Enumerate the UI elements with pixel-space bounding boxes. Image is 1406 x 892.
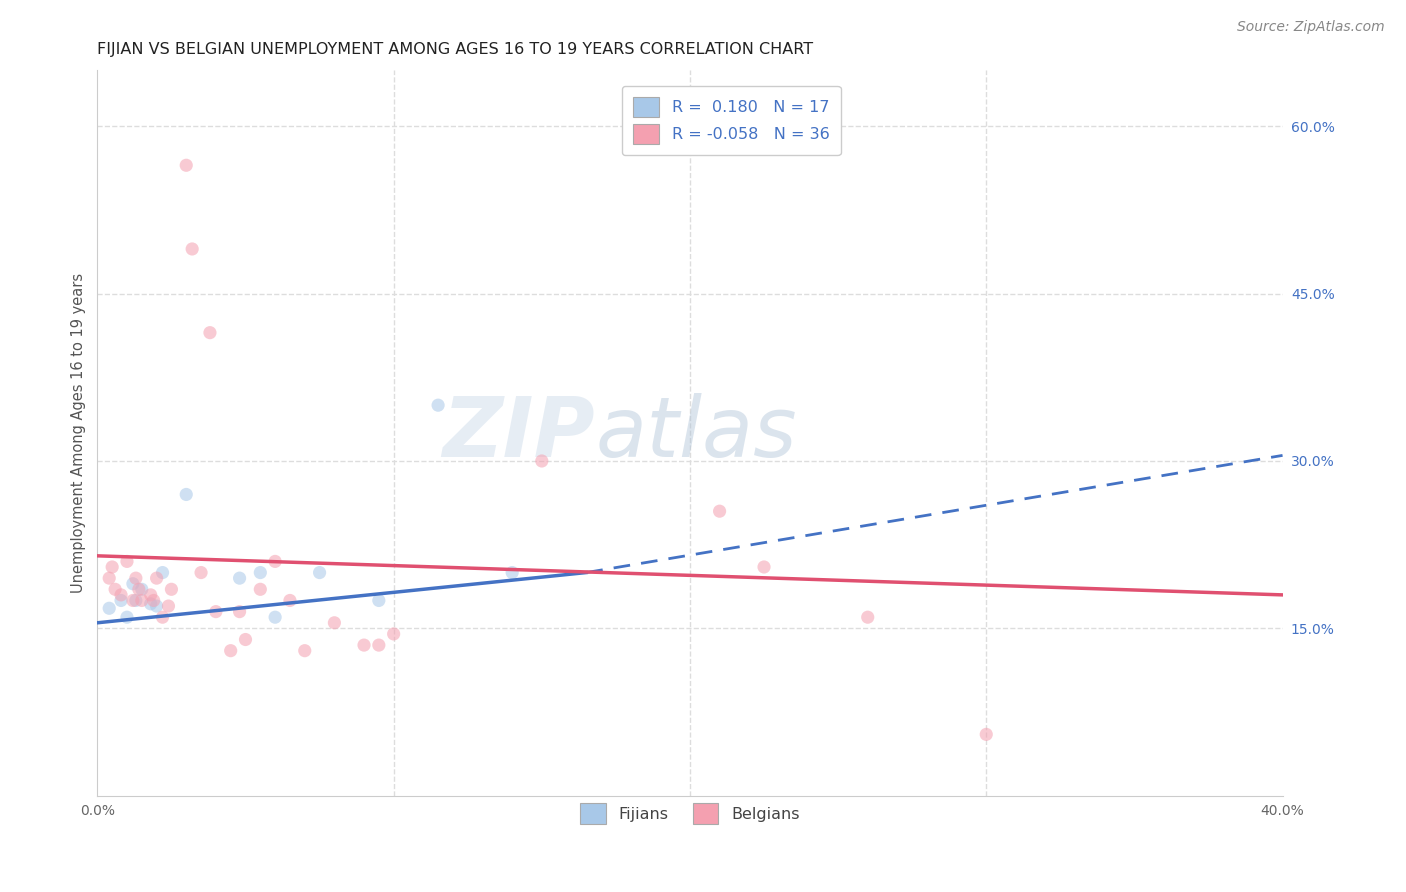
Point [249,566,271,580]
Point [122,576,145,591]
Point [264,554,287,568]
Point [125,593,148,607]
Point [145,599,167,613]
Point [139,597,162,611]
Point [264,610,287,624]
Point [104,582,127,597]
Point [174,487,197,501]
Point [219,643,242,657]
Point [235,632,257,647]
Point [131,582,153,597]
Point [110,588,132,602]
Point [142,593,165,607]
Point [190,566,212,580]
Point [752,560,775,574]
Point [131,593,153,607]
Point [174,158,197,172]
Text: ZIP: ZIP [443,392,595,474]
Point [709,504,731,518]
Point [228,605,250,619]
Point [152,610,174,624]
Point [249,582,271,597]
Point [198,326,221,340]
Point [501,566,523,580]
Text: FIJIAN VS BELGIAN UNEMPLOYMENT AMONG AGES 16 TO 19 YEARS CORRELATION CHART: FIJIAN VS BELGIAN UNEMPLOYMENT AMONG AGE… [97,42,814,57]
Point [856,610,879,624]
Point [382,627,405,641]
Point [353,638,375,652]
Point [427,398,450,412]
Point [294,643,316,657]
Point [278,593,301,607]
Point [98,571,121,585]
Point [181,242,204,256]
Y-axis label: Unemployment Among Ages 16 to 19 years: Unemployment Among Ages 16 to 19 years [72,273,86,593]
Legend: Fijians, Belgians: Fijians, Belgians [569,792,811,835]
Point [115,610,138,624]
Point [205,605,228,619]
Point [101,560,124,574]
Point [128,582,150,597]
Point [530,454,553,468]
Point [115,554,138,568]
Text: Source: ZipAtlas.com: Source: ZipAtlas.com [1237,20,1385,34]
Point [139,588,162,602]
Point [110,593,132,607]
Point [228,571,250,585]
Point [974,727,997,741]
Point [145,571,167,585]
Point [98,601,121,615]
Point [308,566,330,580]
Point [122,593,145,607]
Text: atlas: atlas [595,392,797,474]
Point [152,566,174,580]
Point [160,582,183,597]
Point [125,571,148,585]
Point [157,599,180,613]
Point [323,615,346,630]
Point [367,638,389,652]
Point [367,593,389,607]
